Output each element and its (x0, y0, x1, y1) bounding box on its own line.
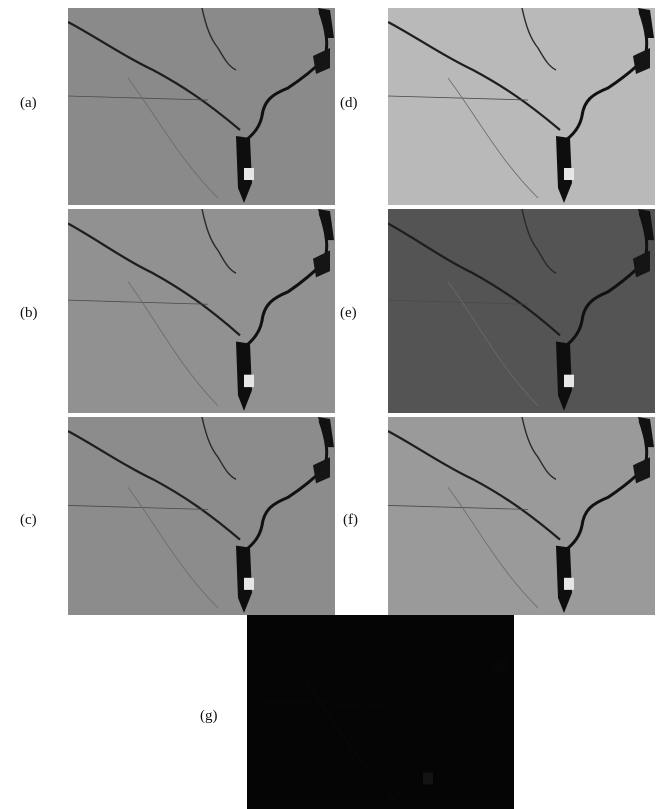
satellite-image (388, 209, 655, 413)
panel-label: (c) (20, 512, 37, 529)
panel-label: (d) (340, 95, 358, 112)
satellite-image (247, 615, 514, 809)
panel-label: (f) (343, 512, 358, 529)
panel-label: (g) (200, 708, 218, 725)
satellite-image (388, 8, 655, 205)
satellite-image (68, 8, 335, 205)
panel-label: (b) (20, 305, 38, 322)
satellite-image (68, 209, 335, 413)
satellite-image (68, 417, 335, 615)
panel-label: (a) (20, 95, 37, 112)
satellite-image (388, 417, 655, 615)
panel-label: (e) (340, 305, 357, 322)
figure-page: (() => { const data = JSON.parse(documen… (0, 0, 663, 809)
